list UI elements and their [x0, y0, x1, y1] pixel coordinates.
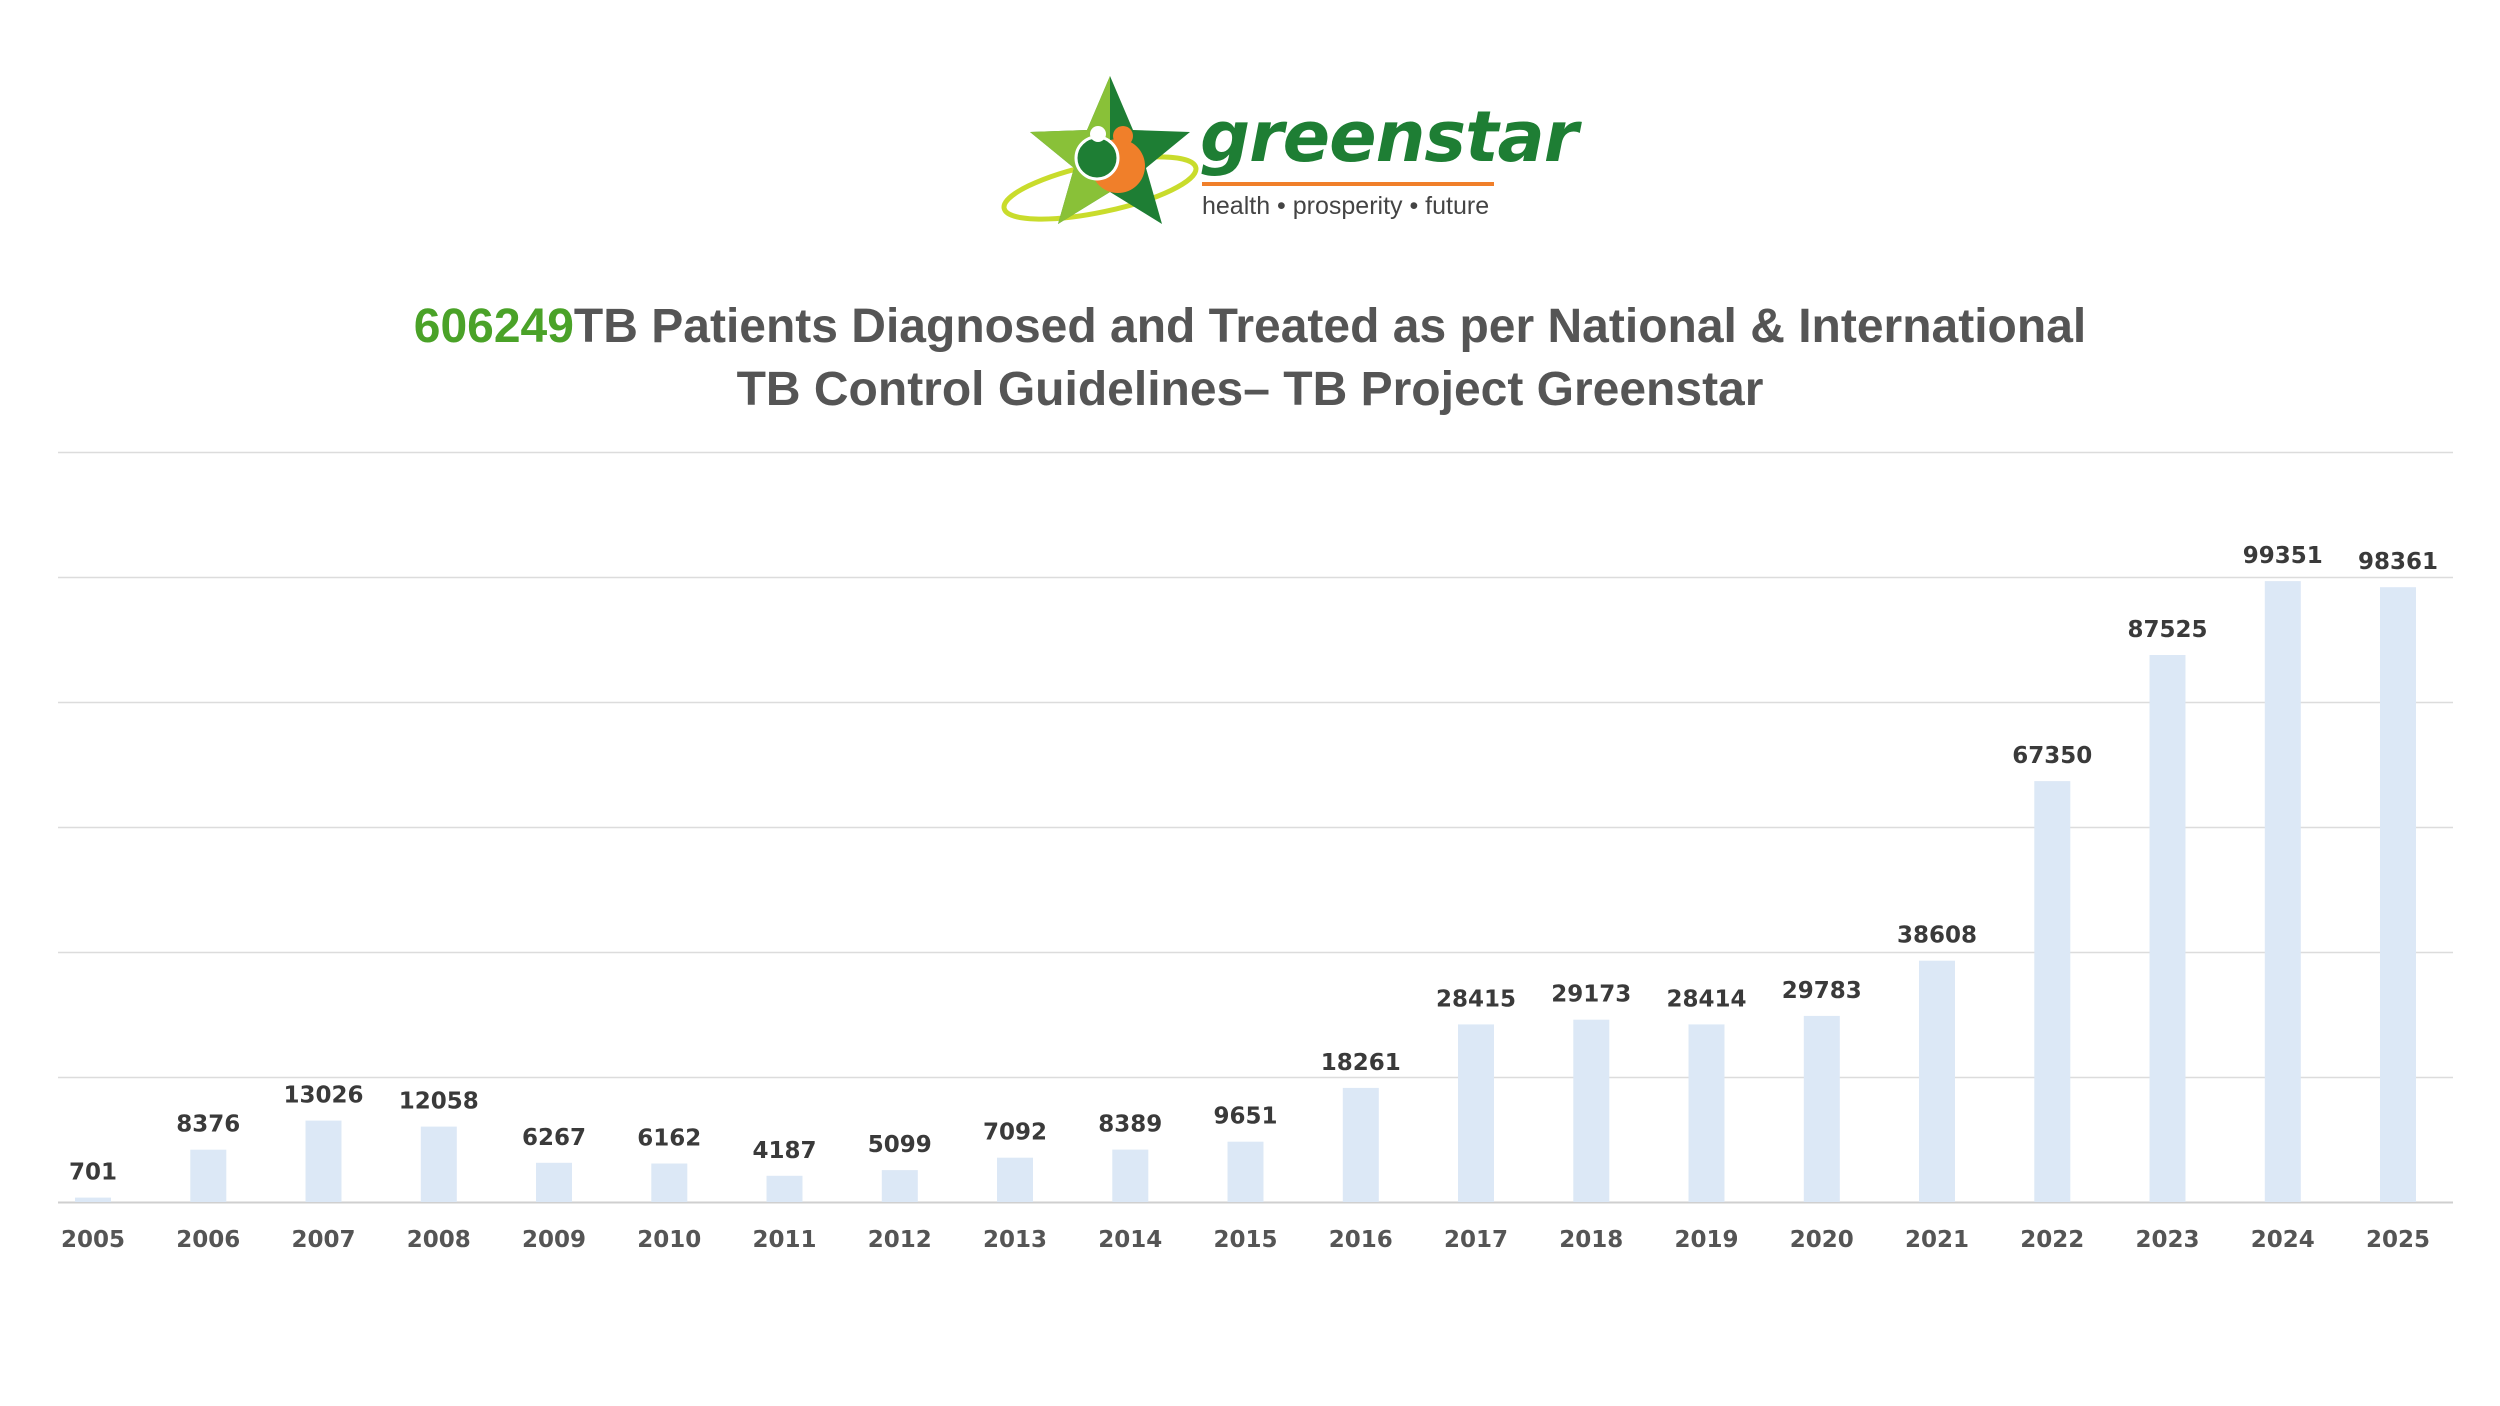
bar-value-label-2007: 13026: [283, 1083, 363, 1109]
brand-name: greenstar: [1200, 96, 1578, 178]
x-tick-label-2011: 2011: [752, 1227, 816, 1253]
bar-value-label-2023: 87525: [2127, 617, 2207, 643]
bar-value-label-2005: 701: [69, 1160, 117, 1186]
x-tick-label-2021: 2021: [1905, 1227, 1969, 1253]
x-tick-label-2024: 2024: [2251, 1227, 2315, 1253]
bar-2021: [1919, 960, 1955, 1202]
greenstar-logo: greenstar health • prosperity • future: [1000, 70, 1578, 240]
brand-tagline: health • prosperity • future: [1202, 192, 1490, 220]
bar-2017: [1458, 1024, 1494, 1202]
bar-value-label-2015: 9651: [1213, 1104, 1277, 1130]
total-patients-count: 606249: [413, 300, 574, 353]
x-tick-label-2013: 2013: [983, 1227, 1047, 1253]
x-tick-label-2006: 2006: [176, 1227, 240, 1253]
x-tick-label-2014: 2014: [1098, 1227, 1162, 1253]
bar-value-label-2017: 28415: [1436, 986, 1516, 1012]
bar-value-label-2012: 5099: [868, 1132, 932, 1158]
bar-value-label-2016: 18261: [1321, 1050, 1401, 1076]
x-tick-label-2008: 2008: [407, 1227, 471, 1253]
bar-value-label-2014: 8389: [1098, 1112, 1162, 1138]
chart-title: 606249TB Patients Diagnosed and Treated …: [0, 295, 2500, 421]
chart-title-line2: TB Control Guidelines– TB Project Greens…: [736, 363, 1764, 416]
bar-value-label-2022: 67350: [2012, 743, 2092, 769]
bar-2008: [420, 1126, 457, 1202]
bar-2011: [766, 1175, 803, 1202]
bar-2016: [1342, 1087, 1379, 1202]
bar-2014: [1112, 1149, 1149, 1202]
bars: [75, 581, 2416, 1202]
x-tick-label-2005: 2005: [61, 1227, 125, 1253]
x-tick-label-2022: 2022: [2020, 1227, 2084, 1253]
bar-value-label-2024: 99351: [2243, 543, 2323, 569]
x-tick-label-2010: 2010: [637, 1227, 701, 1253]
bar-value-label-2018: 29173: [1551, 982, 1631, 1008]
bar-value-labels: 701 8376 13026 12058 6267 6162 4187 5099 7092 838…: [69, 543, 2438, 1186]
x-tick-label-2016: 2016: [1329, 1227, 1393, 1253]
x-tick-label-2020: 2020: [1790, 1227, 1854, 1253]
bar-2007: [305, 1120, 342, 1202]
x-tick-label-2007: 2007: [291, 1227, 355, 1253]
bar-2018: [1573, 1019, 1610, 1202]
greenstar-star-icon: [1001, 76, 1199, 224]
x-tick-label-2012: 2012: [868, 1227, 932, 1253]
bar-2023: [2149, 655, 2186, 1202]
bar-2012: [881, 1170, 918, 1202]
bar-2006: [190, 1149, 227, 1202]
x-axis-tick-labels: 2005 2006 2007 2008 2009 2010 2011 2012 2013 2014…: [61, 1227, 2430, 1253]
bar-value-label-2011: 4187: [752, 1138, 816, 1164]
bar-2009: [536, 1162, 572, 1202]
bar-value-label-2013: 7092: [983, 1120, 1047, 1146]
bar-value-label-2025: 98361: [2358, 549, 2438, 575]
bar-2010: [651, 1163, 688, 1202]
bar-value-label-2008: 12058: [399, 1089, 479, 1115]
x-tick-label-2015: 2015: [1213, 1227, 1277, 1253]
x-tick-label-2018: 2018: [1559, 1227, 1623, 1253]
bar-2019: [1688, 1024, 1725, 1202]
bar-value-label-2009: 6267: [522, 1125, 586, 1151]
x-tick-label-2023: 2023: [2135, 1227, 2199, 1253]
chart-title-line1: TB Patients Diagnosed and Treated as per…: [573, 300, 2087, 353]
x-tick-label-2025: 2025: [2366, 1227, 2430, 1253]
bar-2020: [1803, 1015, 1840, 1202]
x-tick-label-2017: 2017: [1444, 1227, 1508, 1253]
bar-2024: [2264, 581, 2301, 1202]
x-tick-label-2019: 2019: [1674, 1227, 1738, 1253]
bar-2013: [997, 1157, 1033, 1202]
bar-value-label-2020: 29783: [1782, 978, 1862, 1004]
bar-value-label-2019: 28414: [1666, 986, 1746, 1012]
bar-value-label-2010: 6162: [637, 1126, 701, 1152]
brand-underline: [1202, 182, 1494, 186]
bar-value-label-2006: 8376: [176, 1112, 240, 1138]
bar-2022: [2034, 781, 2071, 1202]
bar-2005: [75, 1197, 111, 1202]
bar-2015: [1227, 1141, 1264, 1202]
x-tick-label-2009: 2009: [522, 1227, 586, 1253]
bar-value-label-2021: 38608: [1897, 923, 1977, 949]
bar-2025: [2380, 587, 2416, 1202]
